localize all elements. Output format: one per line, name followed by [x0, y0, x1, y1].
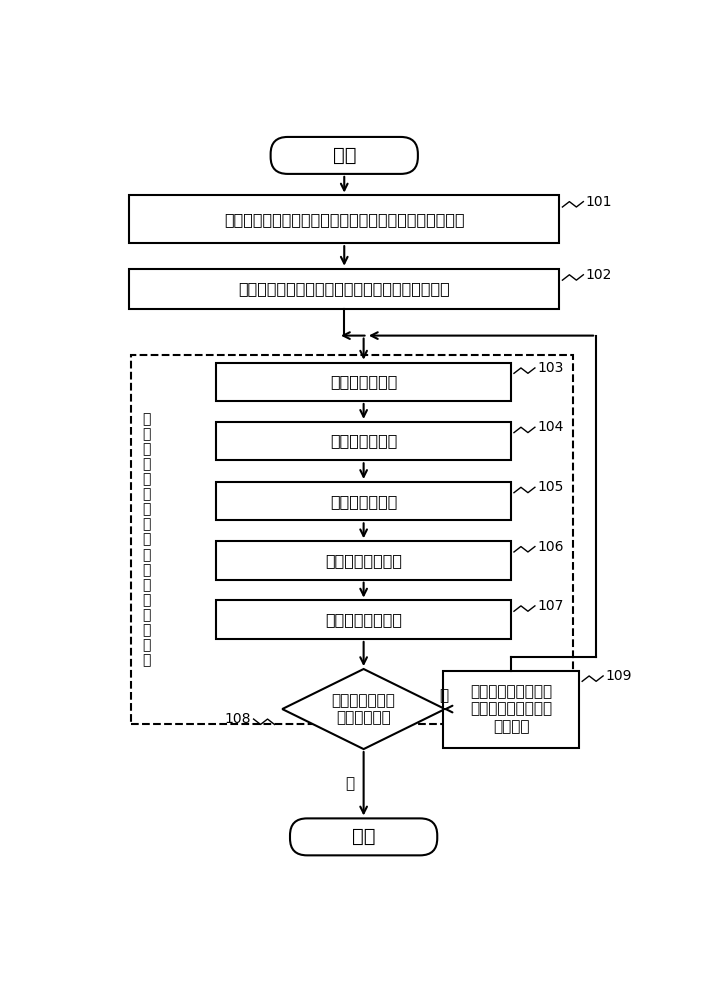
- FancyBboxPatch shape: [290, 818, 438, 855]
- Text: 103: 103: [537, 361, 564, 375]
- Text: 109: 109: [605, 669, 632, 683]
- Bar: [443, 671, 579, 748]
- Bar: [131, 355, 573, 724]
- FancyBboxPatch shape: [270, 137, 418, 174]
- Text: 在
当
前
单
元
中
对
其
子
单
元
进
行
矩
阵
合
并: 在 当 前 单 元 中 对 其 子 单 元 进 行 矩 阵 合 并: [142, 412, 151, 667]
- Text: 结束: 结束: [352, 827, 375, 846]
- Text: 是: 是: [346, 776, 354, 791]
- Text: 102: 102: [586, 268, 612, 282]
- Text: 开始: 开始: [333, 146, 356, 165]
- Text: 元素矩阵的识别: 元素矩阵的识别: [330, 374, 397, 389]
- Text: 将所有单元按照层次引用关系，自顶向下排序，形成链表: 将所有单元按照层次引用关系，自顶向下排序，形成链表: [224, 212, 464, 227]
- Text: 101: 101: [586, 195, 612, 209]
- Text: 104: 104: [537, 420, 564, 434]
- Text: 105: 105: [537, 480, 564, 494]
- Text: 108: 108: [224, 712, 251, 726]
- Text: 打散剩余二级矩阵: 打散剩余二级矩阵: [325, 612, 402, 627]
- Text: 当前单元为链表
最后一个单元: 当前单元为链表 最后一个单元: [331, 693, 396, 725]
- Bar: [217, 482, 511, 520]
- Bar: [129, 269, 559, 309]
- Text: 106: 106: [537, 540, 564, 554]
- Text: 重叠矩阵的合并: 重叠矩阵的合并: [330, 494, 397, 509]
- Text: 重叠区域的划分: 重叠区域的划分: [330, 434, 397, 449]
- Polygon shape: [282, 669, 445, 749]
- Text: 指定链表中当前单元
的下一个单元为新的
当前单元: 指定链表中当前单元 的下一个单元为新的 当前单元: [470, 684, 552, 734]
- Bar: [217, 541, 511, 580]
- Bar: [217, 600, 511, 639]
- Bar: [217, 363, 511, 401]
- Text: 指定链表首个单元（版图最顶层单元）为当前单元: 指定链表首个单元（版图最顶层单元）为当前单元: [239, 281, 450, 296]
- Text: 107: 107: [537, 599, 564, 613]
- Text: 新生成单元的排序: 新生成单元的排序: [325, 553, 402, 568]
- Text: 否: 否: [440, 688, 449, 703]
- Bar: [217, 422, 511, 460]
- Bar: [129, 195, 559, 243]
